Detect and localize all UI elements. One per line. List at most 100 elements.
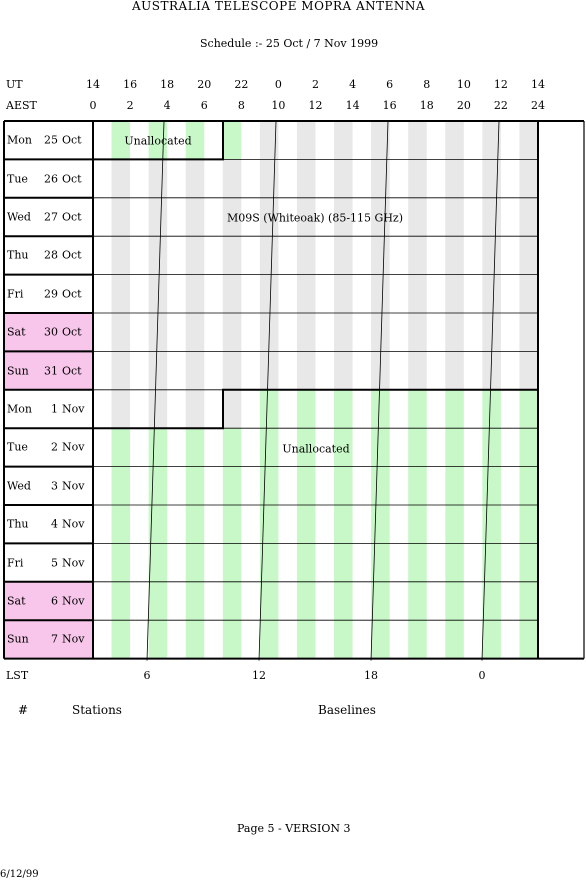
day-row-label: Mon 25 Oct — [4, 121, 93, 159]
day-month: Oct — [62, 325, 82, 339]
hour-stripe — [185, 236, 205, 275]
hour-stripe — [111, 620, 131, 659]
aest-tick: 10 — [271, 99, 286, 112]
hour-stripe — [111, 197, 131, 237]
hour-stripe — [185, 466, 205, 505]
hour-stripe — [334, 428, 353, 467]
hour-stripe — [296, 236, 316, 275]
hour-stripe — [111, 274, 131, 313]
hour-stripe — [222, 351, 242, 390]
day-row-label: Fri 29 Oct — [4, 275, 93, 313]
hour-stripe — [334, 313, 353, 352]
aest-tick: 14 — [345, 99, 360, 112]
hour-stripe — [296, 505, 316, 544]
hour-stripe — [185, 121, 205, 160]
day-date: 26 — [44, 172, 58, 186]
hour-stripe — [296, 581, 316, 621]
hour-stripe — [519, 620, 538, 659]
hour-stripe — [296, 274, 316, 313]
hour-stripe — [334, 543, 353, 582]
hour-stripe — [259, 505, 279, 544]
hour-stripe — [334, 620, 353, 659]
hour-stripe — [185, 351, 205, 390]
hour-stripe — [408, 351, 427, 390]
aest-tick: 8 — [237, 99, 245, 112]
day-cell — [4, 389, 93, 429]
day-cell — [4, 197, 93, 237]
lst-tick: 12 — [252, 669, 266, 682]
day-cell — [4, 505, 93, 544]
day-row-label: Wed 27 Oct — [4, 198, 93, 236]
hour-stripe — [222, 159, 242, 198]
hour-stripe — [519, 466, 538, 505]
day-month: Nov — [62, 632, 85, 646]
ut-tick: 14 — [531, 78, 545, 91]
hour-stripe — [259, 236, 279, 275]
hour-stripe — [296, 428, 316, 467]
hour-stripe — [259, 121, 279, 160]
day-month: Oct — [62, 210, 82, 224]
hour-stripe — [148, 236, 168, 275]
hour-stripe — [519, 428, 538, 467]
day-of-week: Sun — [7, 364, 29, 378]
hour-stripe — [445, 236, 464, 275]
day-month: Nov — [62, 556, 85, 570]
hour-stripe — [519, 581, 538, 621]
day-month: Oct — [62, 364, 82, 378]
hour-stripe — [185, 543, 205, 582]
hour-stripe — [222, 466, 242, 505]
hour-stripe — [371, 505, 390, 544]
hour-stripe — [371, 389, 390, 429]
hour-stripe — [296, 389, 316, 429]
hour-stripe — [222, 197, 242, 237]
lst-tick: 18 — [364, 669, 378, 682]
hour-stripe — [445, 121, 464, 160]
lst-tick: 6 — [143, 669, 151, 682]
ut-tick: 18 — [160, 78, 175, 91]
hour-stripe — [222, 274, 242, 313]
hour-stripe — [445, 389, 464, 429]
hour-stripe — [259, 159, 279, 198]
day-of-week: Thu — [7, 248, 29, 262]
hour-stripe — [334, 389, 353, 429]
hour-stripe — [519, 197, 538, 237]
hour-stripe — [408, 197, 427, 237]
hour-stripe — [482, 581, 501, 621]
hour-stripe — [334, 581, 353, 621]
hour-stripe — [445, 159, 464, 198]
hour-stripe — [148, 313, 168, 352]
hour-stripe — [519, 274, 538, 313]
hour-stripe — [408, 313, 427, 352]
hour-stripe — [408, 466, 427, 505]
hour-stripe — [148, 351, 168, 390]
hour-stripe — [482, 197, 501, 237]
hour-stripe — [408, 428, 427, 467]
hour-stripe — [482, 236, 501, 275]
hour-stripe — [148, 620, 168, 659]
ut-tick: 10 — [456, 78, 471, 91]
day-row-label: Wed 3 Nov — [4, 467, 93, 505]
hour-stripe — [482, 351, 501, 390]
hour-stripe — [482, 159, 501, 198]
aest-axis-label: AEST — [6, 99, 37, 112]
hour-stripe — [148, 274, 168, 313]
hour-stripe — [222, 428, 242, 467]
hour-stripe — [148, 581, 168, 621]
lst-tick: 0 — [478, 669, 486, 682]
lst-line — [370, 120, 389, 661]
hour-stripe — [445, 428, 464, 467]
lst-line — [146, 120, 165, 661]
hour-stripe — [371, 581, 390, 621]
hour-stripe — [148, 428, 168, 467]
hour-stripe — [519, 121, 538, 160]
day-of-week: Wed — [7, 479, 31, 493]
hour-stripe — [185, 389, 205, 429]
hour-stripe — [371, 121, 390, 160]
hour-stripe — [482, 274, 501, 313]
hour-stripe — [148, 121, 168, 160]
hour-stripe — [371, 543, 390, 582]
day-of-week: Tue — [7, 440, 28, 454]
hour-stripe — [445, 313, 464, 352]
unallocated-top-border — [93, 121, 224, 161]
hour-stripe — [259, 351, 279, 390]
